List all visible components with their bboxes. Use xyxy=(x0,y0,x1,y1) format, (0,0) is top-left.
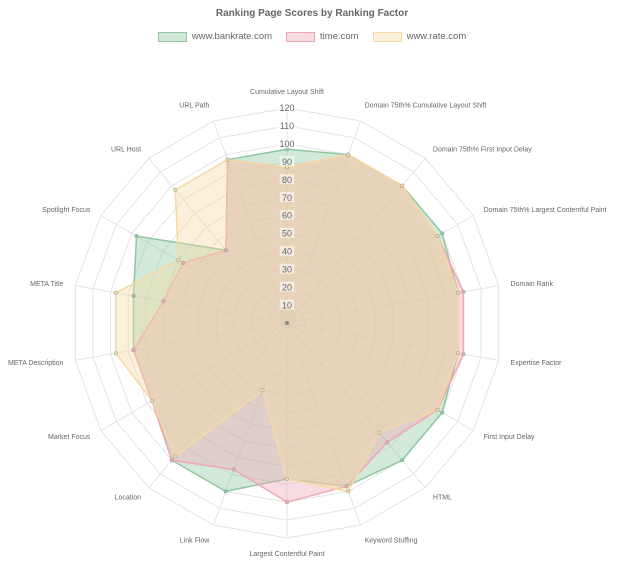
data-point xyxy=(225,157,230,162)
data-point xyxy=(260,388,265,393)
axis-label: Domain 75th% First Input Delay xyxy=(433,147,532,154)
axis-label: Domain Rank xyxy=(511,281,554,288)
data-point xyxy=(113,290,118,295)
chart-title: Ranking Page Scores by Ranking Factor xyxy=(215,8,409,19)
tick-label-bg xyxy=(277,138,297,149)
tick-label: 50 xyxy=(282,229,292,239)
tick-label-bg xyxy=(279,174,295,185)
data-point xyxy=(284,500,290,505)
tick-label: 30 xyxy=(282,264,292,274)
tick-label-bg xyxy=(277,120,297,131)
data-point xyxy=(131,293,136,298)
data-point xyxy=(173,187,178,192)
data-point xyxy=(180,260,186,266)
axis-label: Spotlight Focus xyxy=(42,207,91,214)
tick-label: 90 xyxy=(282,157,292,167)
axis-label: Location xyxy=(115,494,142,501)
axis-label: Market Focus xyxy=(48,434,91,441)
data-point xyxy=(346,489,351,494)
legend-swatch xyxy=(372,31,402,42)
data-point xyxy=(176,258,181,263)
tick-label-bg xyxy=(279,299,295,310)
legend-label: www.rate.com xyxy=(406,31,467,42)
data-point xyxy=(377,430,382,435)
tick-label: 110 xyxy=(280,121,294,131)
tick-label-bg xyxy=(277,102,297,113)
data-point xyxy=(131,348,136,353)
tick-label: 100 xyxy=(279,139,294,149)
data-point xyxy=(435,234,440,239)
data-point xyxy=(231,467,236,472)
data-point xyxy=(440,410,445,415)
axis-spoke xyxy=(75,285,288,324)
axis-label: Largest Contentful Paint xyxy=(249,551,324,558)
tick-label-bg xyxy=(279,156,295,167)
axis-spoke xyxy=(212,120,288,324)
axis-spoke xyxy=(100,322,288,431)
legend-item[interactable]: time.com xyxy=(286,31,359,42)
axis-label: Expertise Factor xyxy=(511,360,563,367)
data-point xyxy=(173,454,178,459)
data-point xyxy=(149,398,155,403)
tick-label-bg xyxy=(279,227,295,238)
tick-label: 40 xyxy=(282,247,292,257)
axis-label: Cumulative Layout Shift xyxy=(250,89,324,96)
tick-label: 60 xyxy=(282,211,292,221)
axis-label: Link Flow xyxy=(180,537,211,544)
tick-label: 80 xyxy=(282,175,292,185)
data-point xyxy=(134,234,139,239)
data-point xyxy=(161,299,166,304)
tick-label: 70 xyxy=(282,193,292,203)
axis-label: META Description xyxy=(8,360,64,367)
tick-label-bg xyxy=(279,192,295,203)
tick-label-bg xyxy=(279,210,295,220)
data-point xyxy=(284,476,290,481)
data-point xyxy=(169,458,174,463)
tick-label: 20 xyxy=(282,282,292,292)
center-point xyxy=(285,321,289,325)
data-point xyxy=(400,458,405,463)
axis-label: Keyword Stuffing xyxy=(365,537,418,544)
tick-label: 10 xyxy=(282,300,292,310)
legend-swatch xyxy=(157,31,187,42)
data-point xyxy=(113,351,118,356)
legend: www.bankrate.com time.com www.rate.com xyxy=(0,31,624,42)
legend-item[interactable]: www.bankrate.com xyxy=(157,31,273,42)
data-point xyxy=(456,290,461,295)
axis-label: First Input Delay xyxy=(484,434,535,441)
data-point xyxy=(400,183,405,188)
axis-label: Domain 75th% Largest Contentful Paint xyxy=(484,207,607,214)
data-point xyxy=(344,484,349,489)
tick-label-bg xyxy=(279,281,295,292)
axis-label: META Title xyxy=(30,281,63,288)
tick-label-bg xyxy=(279,263,295,274)
data-point xyxy=(346,152,351,157)
legend-label: www.bankrate.com xyxy=(191,31,273,42)
data-point xyxy=(461,289,466,294)
axis-label: URL Host xyxy=(111,147,141,154)
axis-label: Domain 75th% Cumulative Layout Shift xyxy=(365,103,487,110)
data-point xyxy=(223,489,228,494)
data-point xyxy=(223,248,229,253)
axis-label: URL Path xyxy=(179,103,209,110)
legend-label: time.com xyxy=(320,31,359,42)
axis-spoke xyxy=(148,157,288,324)
data-point xyxy=(385,440,390,445)
data-point xyxy=(456,351,461,356)
tick-label-bg xyxy=(279,245,295,256)
legend-item[interactable]: www.rate.com xyxy=(372,31,467,42)
axis-label: HTML xyxy=(433,494,452,501)
legend-swatch xyxy=(286,31,316,42)
data-point xyxy=(440,231,445,236)
data-point xyxy=(435,407,440,412)
tick-label: 120 xyxy=(279,103,294,113)
axis-spoke xyxy=(100,215,288,324)
data-point xyxy=(461,352,466,357)
axis-spoke xyxy=(75,322,288,361)
